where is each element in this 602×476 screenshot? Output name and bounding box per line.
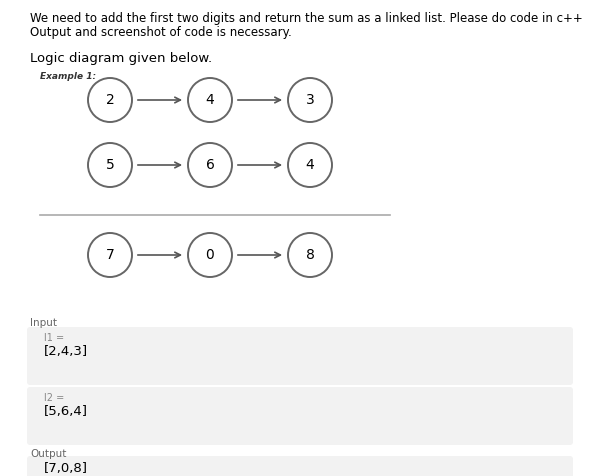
Circle shape — [188, 233, 232, 277]
Text: [7,0,8]: [7,0,8] — [44, 462, 88, 475]
Text: 6: 6 — [205, 158, 214, 172]
FancyBboxPatch shape — [27, 456, 573, 476]
Circle shape — [288, 233, 332, 277]
Text: We need to add the first two digits and return the sum as a linked list. Please : We need to add the first two digits and … — [30, 12, 583, 25]
Text: 3: 3 — [306, 93, 314, 107]
Text: Output and screenshot of code is necessary.: Output and screenshot of code is necessa… — [30, 26, 292, 39]
Text: l1 =: l1 = — [44, 333, 64, 343]
Text: 7: 7 — [105, 248, 114, 262]
Text: 4: 4 — [306, 158, 314, 172]
Circle shape — [288, 78, 332, 122]
Text: 0: 0 — [206, 248, 214, 262]
Text: [2,4,3]: [2,4,3] — [44, 345, 88, 358]
FancyBboxPatch shape — [27, 387, 573, 445]
Text: 5: 5 — [105, 158, 114, 172]
Circle shape — [288, 143, 332, 187]
Text: Output: Output — [30, 449, 66, 459]
Text: 4: 4 — [206, 93, 214, 107]
Circle shape — [88, 143, 132, 187]
Text: 2: 2 — [105, 93, 114, 107]
Text: l2 =: l2 = — [44, 393, 64, 403]
FancyBboxPatch shape — [27, 327, 573, 385]
Text: [5,6,4]: [5,6,4] — [44, 405, 88, 418]
Circle shape — [188, 78, 232, 122]
Circle shape — [88, 78, 132, 122]
Text: Example 1:: Example 1: — [40, 72, 96, 81]
Text: 8: 8 — [306, 248, 314, 262]
Text: Logic diagram given below.: Logic diagram given below. — [30, 52, 212, 65]
Circle shape — [88, 233, 132, 277]
Text: Input: Input — [30, 318, 57, 328]
Circle shape — [188, 143, 232, 187]
